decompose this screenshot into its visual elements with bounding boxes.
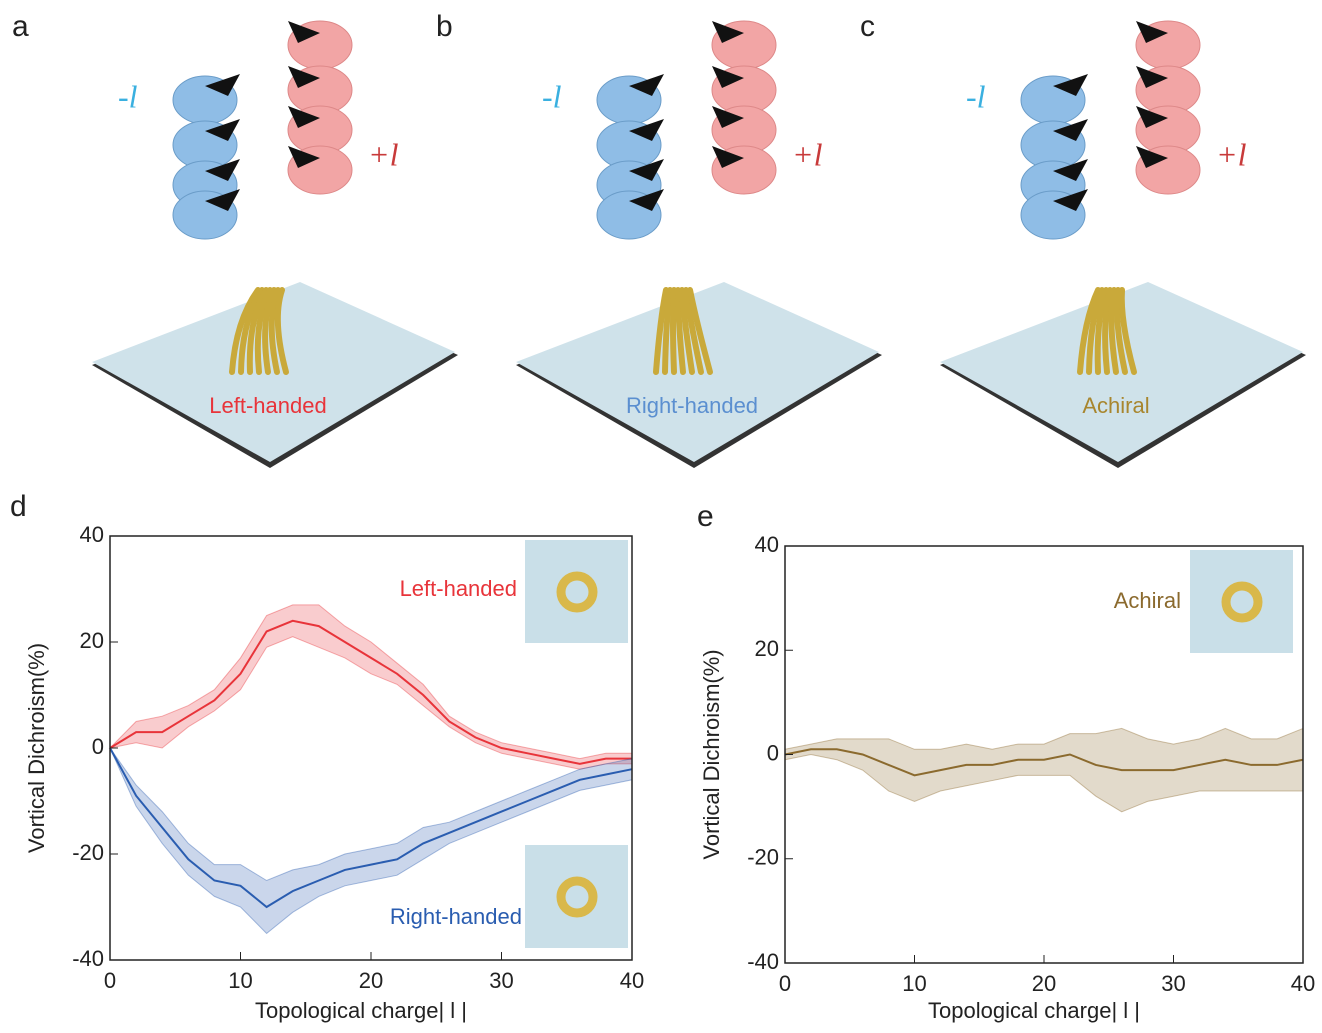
x-axis-label: Topological charge| l | [928,998,1140,1023]
x-axis-label: Topological charge| l | [255,998,467,1023]
plus-l: +l [1216,136,1247,172]
plus-l: +l [368,136,399,172]
sample-label: Achiral [1082,393,1149,418]
panel-label: d [10,490,27,523]
panel: b -l +l Right-handed [436,10,882,468]
minus-l: -l [966,78,986,114]
series-name: Left-handed [400,576,517,601]
rod [673,290,674,372]
panel: a -l +l Left-handed [12,10,458,468]
y-tick-label: -40 [747,949,779,974]
plus-l: +l [792,136,823,172]
panel-label: c [860,10,875,43]
x-tick-label: 40 [1291,971,1315,996]
minus-l: -l [542,78,562,114]
sample-label: Left-handed [209,393,326,418]
y-tick-label: 20 [755,636,779,661]
x-tick-label: 10 [228,968,252,993]
y-tick-label: -20 [72,840,104,865]
panel-label: a [12,10,29,43]
x-tick-label: 20 [359,968,383,993]
panel-label: b [436,10,453,43]
y-tick-label: 0 [92,734,104,759]
sample-label: Right-handed [626,393,758,418]
y-tick-label: 20 [80,628,104,653]
y-tick-label: 0 [767,740,779,765]
x-tick-label: 30 [1161,971,1185,996]
inset [1190,550,1293,653]
error-band [785,728,1303,811]
y-axis-label: Vortical Dichroism(%) [24,643,49,853]
series-name: Right-handed [390,904,522,929]
inset [525,540,628,643]
x-tick-label: 30 [489,968,513,993]
plate [516,282,879,462]
y-axis-label: Vortical Dichroism(%) [699,649,724,859]
panel: c -l +l Achiral [860,10,1306,468]
x-tick-label: 20 [1032,971,1056,996]
panel-label: e [697,500,714,533]
x-tick-label: 0 [104,968,116,993]
y-tick-label: -40 [72,946,104,971]
x-tick-label: 40 [620,968,644,993]
inset [525,845,628,948]
x-tick-label: 10 [902,971,926,996]
x-tick-label: 0 [779,971,791,996]
minus-l: -l [118,78,138,114]
figure: a -l +l Left-handed b -l +l Right-handed c -l +l Ac… [0,0,1322,1028]
series-name: Achiral [1114,588,1181,613]
y-tick-label: 40 [755,532,779,557]
y-tick-label: 40 [80,522,104,547]
y-tick-label: -20 [747,845,779,870]
